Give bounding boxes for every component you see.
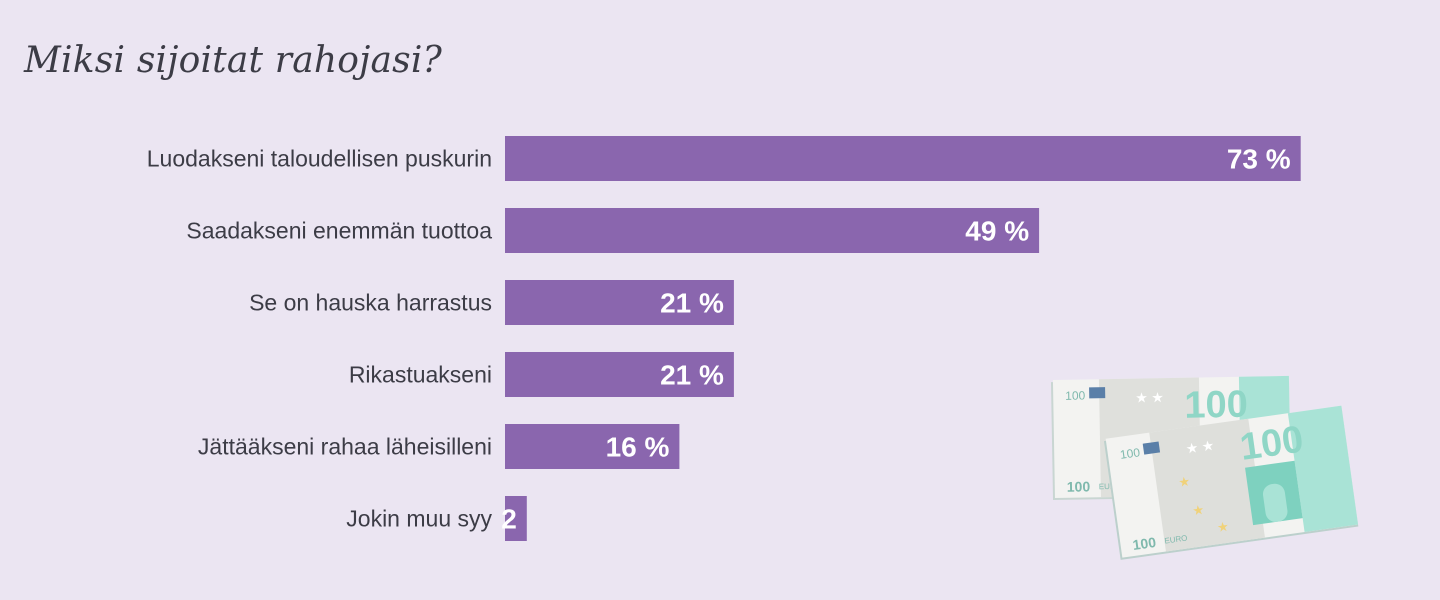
banknote-back-denomination: 100 (1184, 384, 1248, 427)
bar (505, 208, 1040, 253)
category-label: Se on hauska harrastus (249, 290, 492, 316)
category-label: Luodakseni taloudellisen puskurin (147, 146, 492, 172)
category-label: Jättääkseni rahaa läheisilleni (198, 434, 492, 460)
chart-title: Miksi sijoitat rahojasi? (24, 40, 443, 81)
category-label: Rikastuakseni (349, 362, 492, 388)
bar (505, 496, 527, 541)
svg-text:★ ★: ★ ★ (1135, 391, 1164, 406)
banknote-front-denomination: 100 (1237, 419, 1306, 469)
banknote-front: 100 100 100 EURO ★ ★ ★ ★ ★ (1103, 405, 1359, 560)
value-label: 73 % (1227, 144, 1291, 175)
svg-text:★ ★: ★ ★ (1185, 439, 1215, 458)
bar (505, 352, 734, 397)
value-label: 16 % (606, 432, 670, 463)
bar (505, 136, 1301, 181)
svg-text:★: ★ (1216, 519, 1230, 535)
category-label: Saadakseni enemmän tuottoa (186, 218, 492, 244)
banknote-front-bottom-denomination: 100 (1132, 534, 1158, 553)
svg-text:★: ★ (1192, 502, 1206, 518)
banknote-back-bottom-denomination: 100 (1067, 478, 1091, 494)
value-label: 21 % (660, 360, 724, 391)
bars-layer: Luodakseni taloudellisen puskurin 73 % Saa… (147, 136, 1301, 541)
value-label: 49 % (965, 216, 1029, 247)
bar (505, 424, 680, 469)
value-label: 2 (501, 504, 517, 535)
bar (505, 280, 734, 325)
svg-text:★: ★ (1177, 474, 1191, 490)
category-label: Jokin muu syy (346, 506, 492, 532)
banknote-front-currency: EURO (1164, 533, 1188, 545)
euro-banknotes-icon: 100 100 100 EURO ★ ★ 100 100 100 EURO ★ … (1050, 375, 1359, 560)
banknote-back-small-denomination: 100 (1065, 388, 1086, 402)
banknote-front-small-denomination: 100 (1119, 445, 1141, 462)
value-label: 21 % (660, 288, 724, 319)
